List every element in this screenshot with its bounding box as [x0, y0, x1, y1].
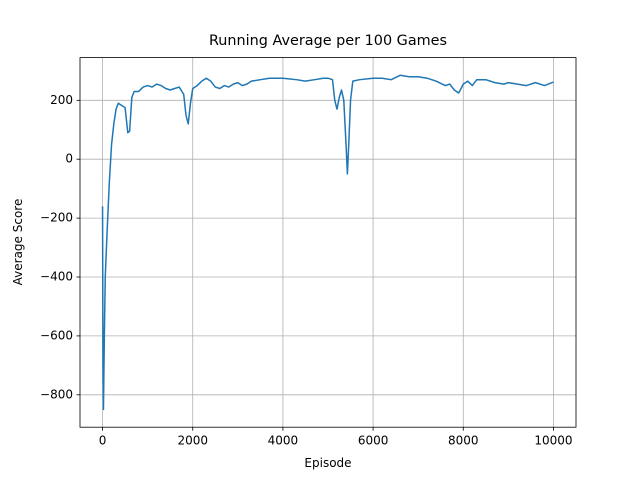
line: [101, 74, 554, 411]
y-tick-label: −600: [40, 328, 73, 342]
y-tick-label: −400: [40, 270, 73, 284]
x-tick-label: 10000: [534, 434, 572, 448]
y-tick-label: 200: [50, 93, 73, 107]
y-tick-label: 0: [65, 152, 73, 166]
x-tick-label: 0: [99, 434, 107, 448]
y-tick-label: −200: [40, 211, 73, 225]
x-tick-label: 4000: [268, 434, 299, 448]
chart-title: Running Average per 100 Games: [209, 33, 447, 49]
x-tick-label: 2000: [177, 434, 208, 448]
y-axis-label: Average Score: [11, 199, 25, 286]
x-axis-label: Episode: [304, 456, 351, 470]
y-tick-label: −800: [40, 387, 73, 401]
x-tick-label: 6000: [358, 434, 389, 448]
plot-frame: [79, 57, 577, 428]
x-tick-label: 8000: [448, 434, 479, 448]
